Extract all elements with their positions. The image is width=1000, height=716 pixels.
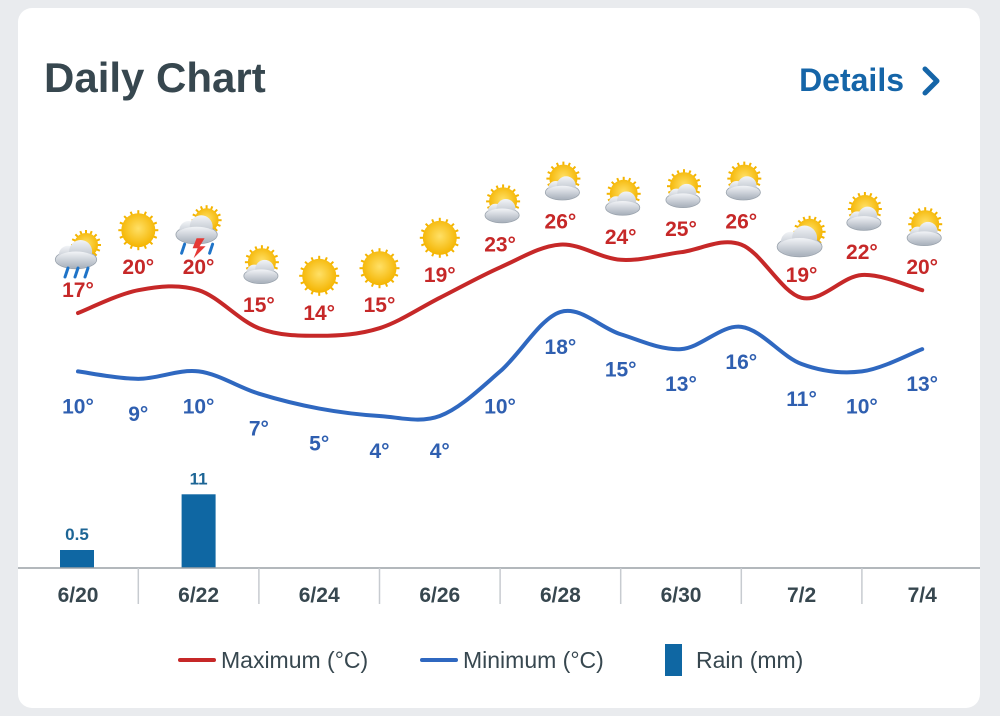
chevron-right-icon [922, 66, 940, 95]
max-temp-label: 15° [243, 294, 275, 317]
daily-chart-card: Daily Chart Details [18, 8, 980, 708]
max-temp-label: 15° [364, 294, 396, 317]
x-tick-label: 6/26 [419, 584, 460, 607]
legend-item-max: Maximum (°C) [178, 647, 368, 673]
min-temp-label: 16° [725, 351, 757, 374]
min-temp-label: 10° [183, 395, 215, 418]
details-button[interactable]: Details [799, 62, 942, 99]
max-temp-label: 20° [906, 256, 938, 279]
thunderstorm-icon-2 [175, 205, 222, 259]
min-temp-label: 5° [309, 433, 329, 456]
max-temp-label: 23° [484, 233, 516, 256]
min-temp-line [76, 308, 925, 422]
x-tick-label: 7/2 [787, 584, 816, 607]
min-temp-label: 9° [128, 403, 148, 426]
rain-value-label: 0.5 [65, 525, 89, 544]
max-temp-label: 14° [303, 302, 335, 325]
sun-icon-6 [419, 217, 460, 258]
max-temp-label: 20° [122, 256, 154, 279]
x-tick-label: 6/20 [58, 584, 99, 607]
max-temp-label: 19° [424, 264, 456, 287]
min-temp-label: 4° [369, 440, 389, 463]
rain-bar [60, 550, 94, 568]
min-temp-label: 13° [665, 373, 697, 396]
min-temp-label: 10° [484, 395, 516, 418]
max-temp-label: 25° [665, 218, 697, 241]
rain-bar [181, 494, 216, 568]
sun-icon-4 [299, 255, 340, 296]
partly-cloudy-icon-11 [725, 161, 762, 201]
min-temp-label: 13° [906, 373, 938, 396]
partly-cloudy-icon-7 [484, 184, 521, 224]
sun-icon-1 [118, 210, 159, 251]
min-temp-label: 18° [545, 336, 577, 359]
legend-item-min: Minimum (°C) [420, 647, 604, 673]
max-temp-label: 20° [183, 256, 215, 279]
min-temp-label: 4° [430, 440, 450, 463]
x-tick-label: 6/28 [540, 584, 581, 607]
partly-cloudy-icon-13 [846, 192, 882, 231]
max-temp-label: 26° [545, 211, 577, 234]
details-label: Details [799, 62, 904, 98]
page-title: Daily Chart [44, 54, 266, 101]
min-temp-label: 15° [605, 358, 637, 381]
sun-icon-5 [359, 248, 400, 289]
max-temp-label: 24° [605, 226, 637, 249]
x-tick-label: 6/30 [661, 584, 702, 607]
cloudy-icon-12 [776, 215, 826, 258]
max-temp-label: 26° [725, 211, 757, 234]
rain-value-label: 11 [190, 469, 208, 488]
rain-icon-0 [54, 230, 101, 279]
legend-item-rain: Rain (mm) [665, 644, 803, 676]
svg-text:Maximum (°C): Maximum (°C) [221, 647, 368, 673]
x-tick-label: 7/4 [908, 584, 938, 607]
x-tick-label: 6/22 [178, 584, 219, 607]
max-temp-line [76, 240, 925, 338]
max-temp-label: 17° [62, 279, 94, 302]
partly-cloudy-icon-8 [544, 161, 581, 201]
partly-cloudy-icon-10 [665, 169, 701, 208]
max-temp-label: 19° [786, 264, 818, 287]
min-temp-label: 10° [62, 395, 94, 418]
partly-cloudy-icon-14 [906, 207, 943, 246]
min-temp-label: 11° [786, 388, 817, 411]
x-tick-label: 6/24 [299, 584, 340, 607]
max-temp-label: 22° [846, 241, 878, 264]
svg-text:Rain (mm): Rain (mm) [696, 647, 803, 673]
min-temp-label: 10° [846, 395, 878, 418]
min-temp-label: 7° [249, 418, 269, 441]
partly-cloudy-icon-9 [605, 176, 641, 216]
partly-cloudy-icon-3 [243, 245, 279, 284]
svg-text:Minimum (°C): Minimum (°C) [463, 647, 604, 673]
